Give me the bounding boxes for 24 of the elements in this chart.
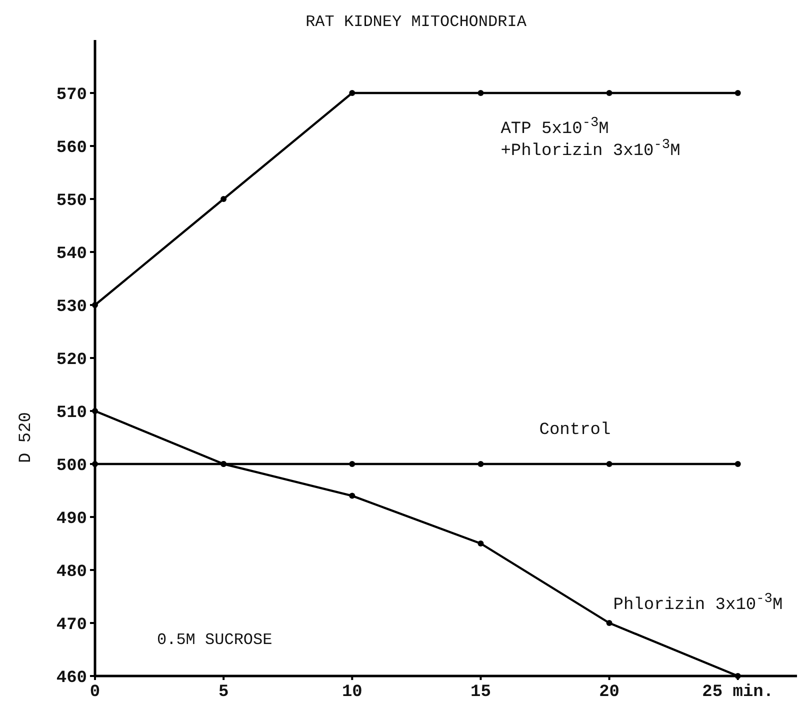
y-tick-label: 480 bbox=[56, 562, 87, 582]
y-tick-label: 490 bbox=[56, 510, 87, 529]
x-tick-label: 10 bbox=[342, 683, 362, 702]
x-tick-label: 25 min. bbox=[702, 683, 774, 702]
y-tick-label: 530 bbox=[56, 298, 87, 317]
x-tick-label: 0 bbox=[90, 683, 100, 702]
y-tick-label: 520 bbox=[56, 350, 87, 370]
y-tick-label: 470 bbox=[56, 616, 87, 635]
y-tick-label: 570 bbox=[56, 86, 87, 105]
y-tick-label: 540 bbox=[56, 244, 87, 264]
x-tick-label: 15 bbox=[470, 683, 491, 702]
y-tick-label: 510 bbox=[56, 404, 87, 423]
y-tick-label: 460 bbox=[56, 668, 87, 688]
x-tick-label: 20 bbox=[599, 683, 620, 702]
series-label: Phlorizin 3x10$^{-3}$M bbox=[613, 592, 783, 615]
y-tick-label: 500 bbox=[56, 456, 87, 476]
y-tick-label: 550 bbox=[56, 192, 87, 211]
series-label: ATP 5x10$^{-3}$M +Phlorizin 3x10$^{-3}$M bbox=[500, 116, 680, 161]
y-tick-label: 560 bbox=[56, 138, 87, 158]
annotation: 0.5M SUCROSE bbox=[157, 631, 272, 649]
series-label: Control bbox=[539, 421, 611, 440]
x-tick-label: 5 bbox=[218, 683, 229, 702]
y-axis-title: D 520 bbox=[17, 412, 36, 464]
chart-title: RAT KIDNEY MITOCHONDRIA bbox=[306, 13, 527, 31]
